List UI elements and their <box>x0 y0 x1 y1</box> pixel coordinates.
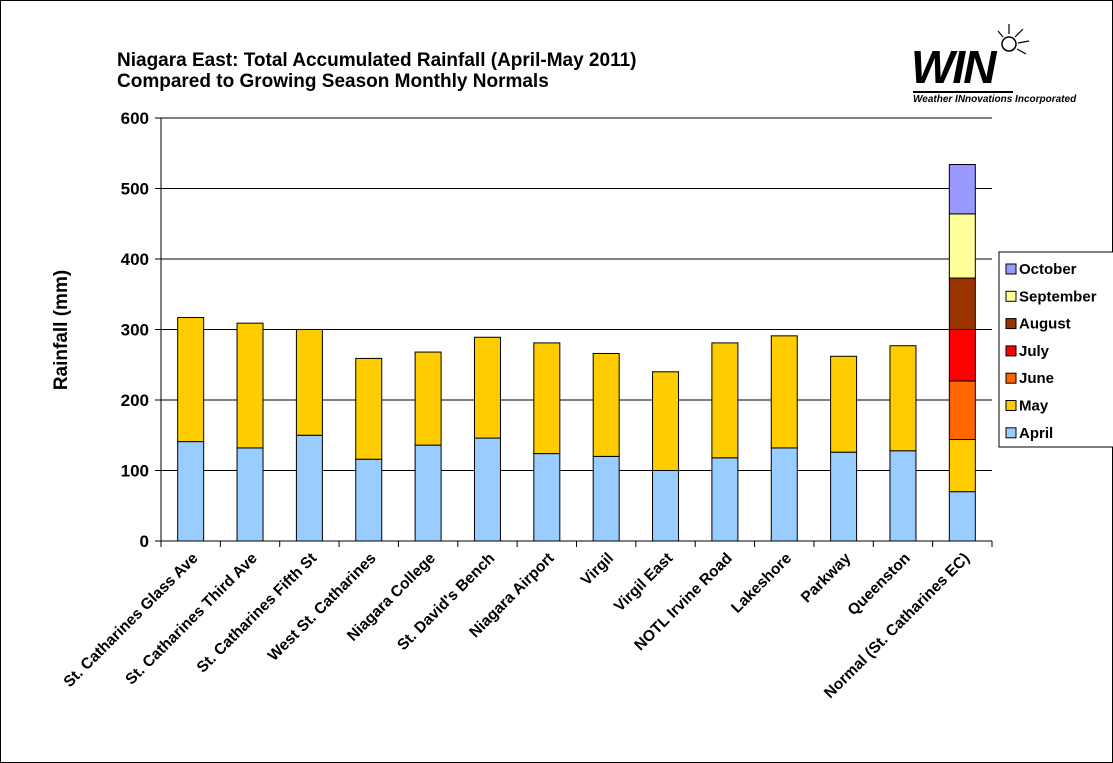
legend-swatch <box>1005 345 1017 357</box>
x-tick-label: St. Catharines Fifth St <box>194 550 321 677</box>
y-tick-label: 100 <box>121 462 149 481</box>
legend-label: October <box>1019 261 1077 278</box>
bar-segment <box>592 455 620 542</box>
legend-box <box>998 251 1113 448</box>
logo-mark: WIN <box>911 41 996 93</box>
bar-segment <box>414 351 442 446</box>
bar-segment <box>830 355 858 453</box>
logo-subtitle: Weather INnovations Incorporated <box>913 94 1077 105</box>
bar-segment <box>889 345 917 452</box>
legend-swatch <box>1005 290 1017 302</box>
bar-segment <box>948 164 976 215</box>
x-tick-label: Virgil East <box>611 550 676 615</box>
legend-label: April <box>1019 425 1053 442</box>
bar-segment <box>948 438 976 493</box>
y-tick-label: 600 <box>121 109 149 128</box>
bar-segment <box>177 317 205 443</box>
bar-segment <box>533 453 561 542</box>
bar-segment <box>889 450 917 542</box>
chart-title-line-1: Niagara East: Total Accumulated Rainfall… <box>117 50 637 71</box>
x-tick-label: West St. Catharines <box>265 550 380 665</box>
gridlines <box>161 117 992 471</box>
bar-segment <box>652 371 680 471</box>
win-logo: WIN Weather INnovations Incorporated <box>911 14 1101 134</box>
bar-segment <box>295 329 323 436</box>
bar-segment <box>652 470 680 542</box>
bar-segment <box>414 444 442 542</box>
x-tick-label: St. David's Bench <box>394 550 498 654</box>
bar-segment <box>236 322 264 449</box>
chart-title-line-2: Compared to Growing Season Monthly Norma… <box>117 71 549 92</box>
bar-segment <box>770 335 798 449</box>
legend-swatch <box>1005 372 1017 384</box>
x-tick-label: Virgil <box>578 550 617 589</box>
y-tick-label: 300 <box>121 321 149 340</box>
legend-label: August <box>1019 316 1071 333</box>
legend-label: July <box>1019 343 1050 360</box>
legend-swatch <box>1005 400 1017 411</box>
bars <box>177 164 976 542</box>
bar-segment <box>770 447 798 542</box>
legend-swatch <box>1005 318 1017 330</box>
bar-segment <box>177 441 205 542</box>
x-tick-label: Lakeshore <box>728 550 795 617</box>
bar-segment <box>295 434 323 542</box>
x-tick-label: NOTL Irvine Road <box>631 550 735 654</box>
bar-segment <box>533 342 561 455</box>
y-tick-label: 0 <box>140 532 149 551</box>
legend-label: September <box>1019 288 1097 305</box>
legend: October September August July June May April <box>998 251 1113 448</box>
bar-segment <box>948 329 976 382</box>
bar-segment <box>592 352 620 457</box>
bar-segment <box>473 437 501 542</box>
bar-segment <box>830 451 858 542</box>
bar-segment <box>473 336 501 439</box>
logo-underline <box>913 91 1013 93</box>
y-tick-label: 500 <box>121 180 149 199</box>
bar-segment <box>355 458 383 542</box>
sun-icon <box>997 24 1030 55</box>
bar-segment <box>711 342 739 459</box>
legend-label: May <box>1019 398 1049 415</box>
bar-segment <box>948 491 976 542</box>
bar-segment <box>711 457 739 542</box>
bar-segment <box>948 380 976 440</box>
bar-segment <box>948 277 976 331</box>
bar-segment <box>236 447 264 542</box>
y-axis-label: Rainfall (mm) <box>51 270 72 390</box>
y-tick-label: 200 <box>121 391 149 410</box>
bar-segment <box>355 357 383 460</box>
legend-swatch <box>1005 263 1017 275</box>
x-tick-label: Parkway <box>798 550 855 607</box>
legend-label: June <box>1019 370 1054 387</box>
bar-segment <box>948 213 976 279</box>
y-tick-label: 400 <box>121 250 149 269</box>
legend-swatch <box>1005 427 1017 439</box>
